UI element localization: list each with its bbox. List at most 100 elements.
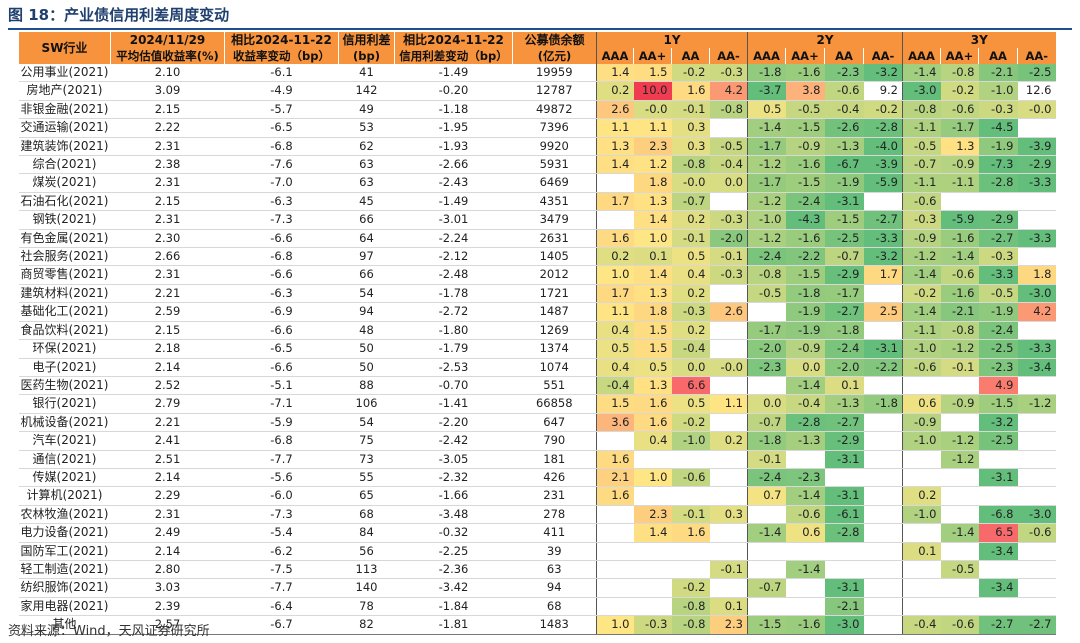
heatmap-cell: [863, 560, 903, 580]
heatmap-cell: -1.4: [902, 64, 941, 83]
heatmap-cell: -0.3: [633, 615, 672, 635]
figure-title: 图 18：产业债信用利差周度变动: [8, 6, 230, 24]
spread-cell: 113: [338, 560, 395, 580]
table-row: 综合(2021) 2.38 -7.6 63 -2.66 5931 1.4 1.2 -0.8 -0.…: [18, 155, 1056, 175]
heatmap-cell: -2.3: [747, 358, 786, 377]
yield-cell: 2.79: [110, 394, 225, 414]
heatmap-cell: 1.6: [633, 394, 672, 414]
balance-cell: 94: [512, 578, 597, 598]
heatmap-cell: -1.4: [940, 523, 979, 543]
heatmap-cell: [902, 560, 941, 580]
heatmap-cell: [747, 302, 786, 322]
heatmap-cell: -0.9: [785, 339, 825, 359]
heatmap-cell: -0.4: [596, 376, 634, 396]
heatmap-cell: [596, 505, 634, 525]
heatmap-cell: 3.8: [785, 81, 825, 101]
heatmap-cell: [978, 560, 1018, 580]
heatmap-cell: -1.5: [978, 394, 1018, 414]
heatmap-cell: [863, 597, 903, 617]
spread-change-cell: -0.20: [394, 81, 513, 101]
heatmap-cell: -0.2: [940, 81, 979, 101]
heatmap-cell: 1.7: [863, 265, 903, 285]
spread-change-cell: -1.78: [394, 284, 513, 304]
heatmap-cell: -0.5: [902, 137, 941, 157]
heatmap-cell: -2.1: [940, 302, 979, 322]
spread-change-cell: -2.53: [394, 358, 513, 377]
heatmap-cell: -3.0: [1017, 505, 1056, 525]
heatmap-cell: [633, 578, 672, 598]
heatmap-cell: [863, 578, 903, 598]
table-row: 钢铁(2021) 2.31 -7.3 66 -3.01 3479 1.4 0.2 -0.3 -1.…: [18, 210, 1056, 230]
heatmap-cell: -3.9: [1017, 137, 1056, 157]
heatmap-cell: [940, 578, 979, 598]
source-note: 资料来源：Wind，天风证券研究所: [8, 624, 210, 639]
yield-cell: 2.57: [110, 615, 225, 635]
yield-change-cell: -6.8: [224, 137, 339, 157]
balance-cell: 68: [512, 597, 597, 617]
industry-cell: 机械设备(2021): [18, 413, 111, 433]
heatmap-cell: -1.6: [940, 284, 979, 304]
yield-cell: 3.09: [110, 81, 225, 101]
heatmap-cell: [863, 284, 903, 304]
balance-cell: 411: [512, 523, 597, 543]
heatmap-cell: [747, 597, 786, 617]
heatmap-cell: -1.6: [940, 229, 979, 249]
heatmap-cell: 1.1: [596, 118, 634, 138]
table-row: 通信(2021) 2.51 -7.7 73 -3.05 181 1.6 -0.1 -3.1 -1.…: [18, 450, 1056, 469]
spread-cell: 62: [338, 137, 395, 157]
heatmap-cell: -1.3: [824, 394, 864, 414]
industry-cell: 医药生物(2021): [18, 376, 111, 396]
heatmap-cell: -1.2: [747, 192, 786, 212]
table-body: 公用事业(2021) 2.10 -6.1 41 -1.49 19959 1.4 1.5 -0.2…: [18, 64, 1056, 635]
heatmap-cell: 1.0: [633, 468, 672, 488]
spread-cell: 63: [338, 155, 395, 175]
balance-cell: 278: [512, 505, 597, 525]
yield-cell: 2.38: [110, 155, 225, 175]
yield-cell: 2.14: [110, 358, 225, 377]
yield-cell: 2.30: [110, 229, 225, 249]
spread-change-cell: -3.42: [394, 578, 513, 598]
yield-change-cell: -7.0: [224, 173, 339, 193]
spread-change-cell: -1.80: [394, 321, 513, 341]
heatmap-cell: -0.8: [940, 64, 979, 83]
yield-change-cell: -5.9: [224, 413, 339, 433]
table-row: 国防军工(2021) 2.14 -6.2 56 -2.25 39 0.1 -3.4: [18, 542, 1056, 561]
heatmap-cell: -2.5: [978, 339, 1018, 359]
heatmap-cell: [978, 597, 1018, 617]
heatmap-cell: [671, 560, 710, 580]
industry-cell: 有色金属(2021): [18, 229, 111, 249]
heatmap-cell: -1.4: [747, 523, 786, 543]
spread-change-cell: -0.32: [394, 523, 513, 543]
heatmap-cell: [671, 486, 710, 506]
heatmap-cell: [940, 505, 979, 525]
heatmap-cell: -1.1: [902, 173, 941, 193]
heatmap-cell: -0.1: [671, 229, 710, 249]
yield-cell: 2.29: [110, 486, 225, 506]
spread-change-cell: -1.49: [394, 64, 513, 83]
heatmap-cell: -2.7: [863, 210, 903, 230]
heatmap-cell: 0.5: [671, 247, 710, 267]
balance-cell: 1483: [512, 615, 597, 635]
heatmap-cell: -0.3: [902, 210, 941, 230]
table-row: 交通运输(2021) 2.22 -6.5 53 -1.95 7396 1.1 1.1 0.3 -1…: [18, 118, 1056, 138]
heatmap-cell: [902, 468, 941, 488]
heatmap-cell: -0.4: [902, 615, 941, 635]
heatmap-cell: 0.0: [709, 173, 748, 193]
heatmap-cell: -0.6: [940, 265, 979, 285]
header-rating: AA: [671, 48, 710, 64]
heatmap-cell: [671, 542, 710, 561]
industry-cell: 银行(2021): [18, 394, 111, 414]
spread-change-cell: -1.18: [394, 100, 513, 120]
yield-change-cell: -6.4: [224, 597, 339, 617]
heatmap-cell: -2.7: [978, 229, 1018, 249]
balance-cell: 5931: [512, 155, 597, 175]
spread-cell: 97: [338, 247, 395, 267]
industry-cell: 食品饮料(2021): [18, 321, 111, 341]
spread-cell: 53: [338, 118, 395, 138]
heatmap-cell: -0.8: [671, 597, 710, 617]
heatmap-cell: -0.1: [747, 450, 786, 469]
heatmap-cell: 0.4: [596, 321, 634, 341]
heatmap-cell: [633, 450, 672, 469]
spread-change-cell: -1.79: [394, 339, 513, 359]
heatmap-cell: [902, 597, 941, 617]
